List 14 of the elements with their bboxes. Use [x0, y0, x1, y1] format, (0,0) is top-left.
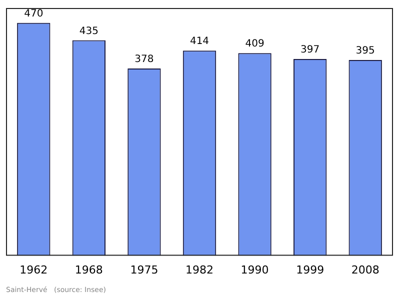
data-label: 409	[245, 38, 264, 50]
data-label: 395	[356, 46, 375, 57]
data-label: 435	[79, 26, 98, 37]
data-label: 414	[190, 36, 210, 48]
x-tick-label: 2008	[351, 263, 380, 276]
x-tick-label: 1968	[74, 263, 103, 276]
x-tick-label: 1990	[240, 263, 269, 276]
x-tick-label: 1962	[20, 263, 48, 276]
x-tick-label: 1999	[296, 263, 324, 276]
x-tick-label: 1975	[130, 263, 158, 276]
x-tick-label: 1982	[186, 263, 214, 276]
data-label: 397	[300, 44, 320, 56]
data-label: 470	[24, 8, 44, 20]
data-label: 378	[134, 54, 154, 66]
